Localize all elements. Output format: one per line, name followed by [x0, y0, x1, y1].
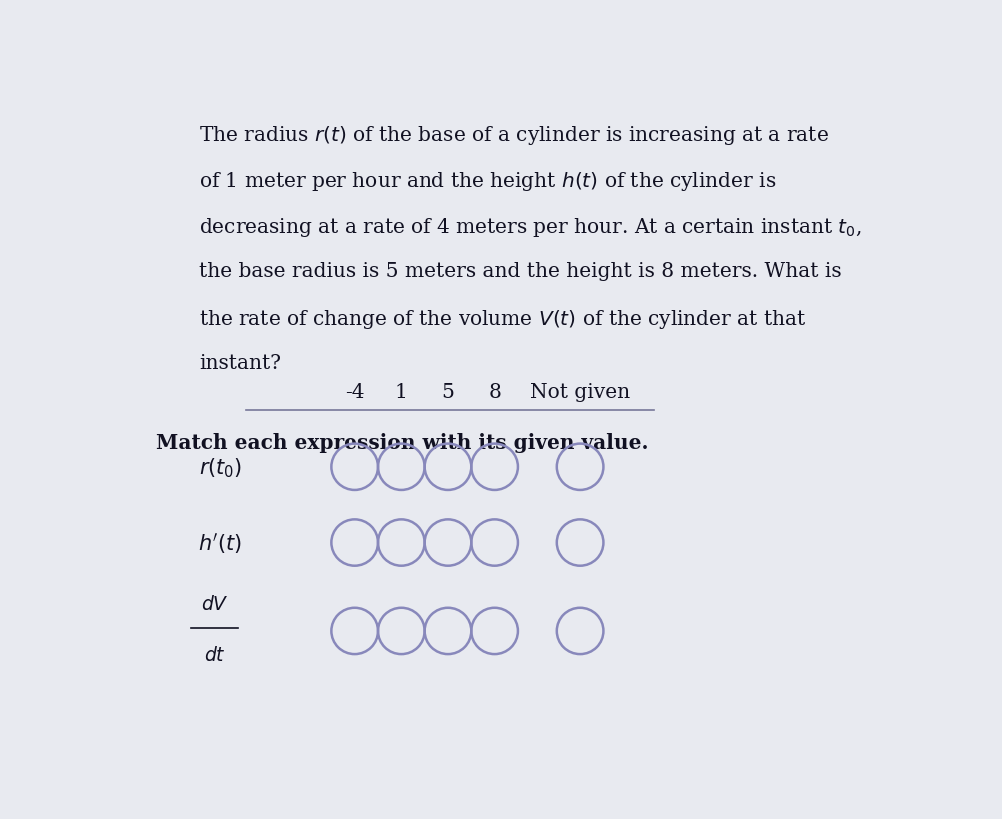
Text: $h'(t)$: $h'(t)$: [197, 531, 241, 555]
Text: 8: 8: [488, 382, 501, 401]
Text: the rate of change of the volume $V(t)$ of the cylinder at that: the rate of change of the volume $V(t)$ …: [199, 308, 806, 331]
Text: $r(t_0)$: $r(t_0)$: [198, 455, 241, 479]
Text: instant?: instant?: [199, 354, 281, 373]
Text: the base radius is 5 meters and the height is 8 meters. What is: the base radius is 5 meters and the heig…: [199, 261, 841, 281]
Text: -4: -4: [345, 382, 364, 401]
Text: $dV$: $dV$: [200, 595, 228, 613]
Text: $dt$: $dt$: [203, 645, 225, 664]
Text: decreasing at a rate of 4 meters per hour. At a certain instant $t_0$,: decreasing at a rate of 4 meters per hou…: [199, 215, 861, 238]
Text: The radius $r(t)$ of the base of a cylinder is increasing at a rate: The radius $r(t)$ of the base of a cylin…: [199, 124, 829, 147]
Text: Match each expression with its given value.: Match each expression with its given val…: [156, 432, 648, 452]
Text: Not given: Not given: [529, 382, 629, 401]
Text: 5: 5: [441, 382, 454, 401]
Text: 1: 1: [395, 382, 408, 401]
Text: of 1 meter per hour and the height $h(t)$ of the cylinder is: of 1 meter per hour and the height $h(t)…: [199, 170, 776, 192]
